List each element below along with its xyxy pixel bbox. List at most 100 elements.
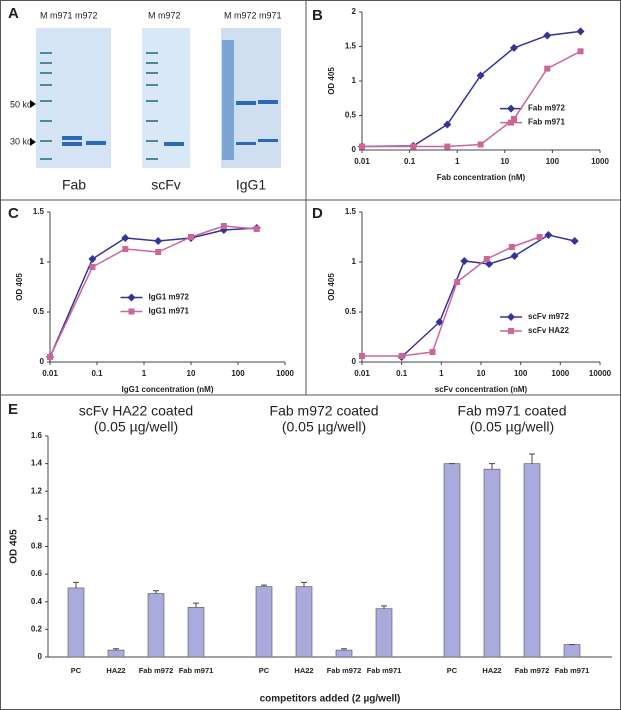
bar [295, 586, 313, 658]
x-axis-title: Fab concentration (nM) [437, 173, 526, 182]
marker [253, 226, 260, 232]
marker [154, 237, 163, 245]
y-tick-label: 1.2 [31, 486, 43, 495]
marker [454, 279, 461, 285]
x-tick-label: HA22 [294, 666, 313, 675]
bar [187, 606, 205, 658]
marker [510, 115, 517, 122]
legend-marker [507, 313, 516, 321]
x-tick-label: Fab m971 [367, 666, 402, 675]
y-tick-label: 0.5 [345, 111, 357, 120]
y-tick-label: 1.5 [345, 42, 357, 51]
legend-marker [507, 104, 516, 113]
y-tick-label: 1.5 [33, 207, 45, 216]
y-tick-label: 1 [40, 257, 45, 266]
error-bar [529, 453, 535, 464]
y-tick-label: 0 [352, 145, 357, 154]
x-tick-label: 0.1 [396, 369, 408, 378]
y-axis-title: OD 405 [327, 67, 336, 95]
legend-marker [127, 293, 136, 302]
bar [443, 463, 461, 658]
marker [576, 27, 585, 36]
x-axis-title: competitors added (2 µg/well) [260, 694, 401, 705]
panel-label: A [8, 5, 19, 22]
error-bar [193, 602, 199, 608]
marker [398, 353, 405, 359]
marker [460, 257, 469, 265]
marker [509, 43, 518, 52]
marker [89, 264, 96, 270]
marker [570, 237, 579, 245]
error-bar [113, 648, 119, 651]
arrow [30, 100, 36, 146]
y-tick-label: 1.6 [31, 431, 43, 440]
error-bar [489, 463, 495, 470]
marker [435, 318, 444, 326]
marker [155, 249, 162, 255]
marker [476, 71, 485, 80]
bar [255, 586, 273, 658]
bar [563, 644, 581, 658]
x-axis-title: IgG1 concentration (nM) [122, 385, 214, 394]
x-axis-title: scFv concentration (nM) [435, 385, 528, 394]
x-tick-label: PC [259, 666, 270, 675]
marker [443, 120, 452, 129]
legend-marker [508, 328, 515, 334]
legend-label: scFv m972 [528, 312, 569, 321]
y-tick-label: 0.5 [345, 307, 357, 316]
y-tick-label: 1.5 [345, 207, 357, 216]
mw-marker: 50 kd [10, 99, 32, 109]
bar [523, 463, 541, 658]
error-bar [261, 584, 267, 587]
marker [544, 65, 551, 72]
x-tick-label: 100 [546, 157, 560, 166]
lane-labels: M m972 [148, 10, 181, 20]
mw-marker: 30 kd [10, 136, 32, 146]
x-tick-label: 10 [477, 369, 486, 378]
y-tick-label: 2 [352, 7, 357, 16]
group-title: (0.05 µg/well) [94, 419, 178, 435]
y-tick-label: 0 [40, 357, 45, 366]
y-axis-title: OD 405 [15, 273, 24, 301]
y-tick-label: 0.2 [31, 624, 43, 633]
error-bar [153, 590, 159, 594]
marker [577, 48, 584, 55]
marker [410, 143, 417, 150]
series-line [401, 234, 575, 358]
y-tick-label: 0.8 [31, 542, 43, 551]
panel-label: C [8, 205, 19, 222]
x-tick-label: HA22 [482, 666, 501, 675]
panel-label: B [312, 7, 323, 24]
y-tick-label: 1.4 [31, 459, 43, 468]
marker [477, 141, 484, 148]
error-bar [341, 648, 347, 651]
y-axis-title: OD 405 [327, 273, 336, 301]
x-tick-label: 10 [187, 369, 196, 378]
gel-name: scFv [151, 177, 181, 193]
marker [122, 246, 129, 252]
x-tick-label: 1 [455, 157, 460, 166]
legend-label: Fab m972 [528, 104, 565, 113]
marker [47, 354, 53, 360]
x-tick-label: 1 [142, 369, 147, 378]
marker [544, 231, 553, 239]
legend-label: IgG1 m971 [149, 307, 190, 316]
group-title: Fab m972 coated [270, 403, 379, 419]
marker [536, 234, 543, 240]
x-tick-label: HA22 [106, 666, 125, 675]
marker [359, 353, 365, 359]
lane-labels: M m971 m972 [40, 10, 98, 20]
marker [359, 143, 365, 150]
bar [147, 593, 165, 658]
x-tick-label: PC [447, 666, 458, 675]
lane-labels: M m972 m971 [224, 10, 282, 20]
bar [67, 587, 85, 658]
y-tick-label: 0 [352, 357, 357, 366]
y-tick-label: 1 [352, 257, 357, 266]
y-tick-label: 1 [352, 76, 357, 85]
bar [483, 468, 501, 658]
panel-label: D [312, 205, 323, 222]
legend-marker [128, 308, 135, 315]
x-tick-label: 100 [231, 369, 245, 378]
